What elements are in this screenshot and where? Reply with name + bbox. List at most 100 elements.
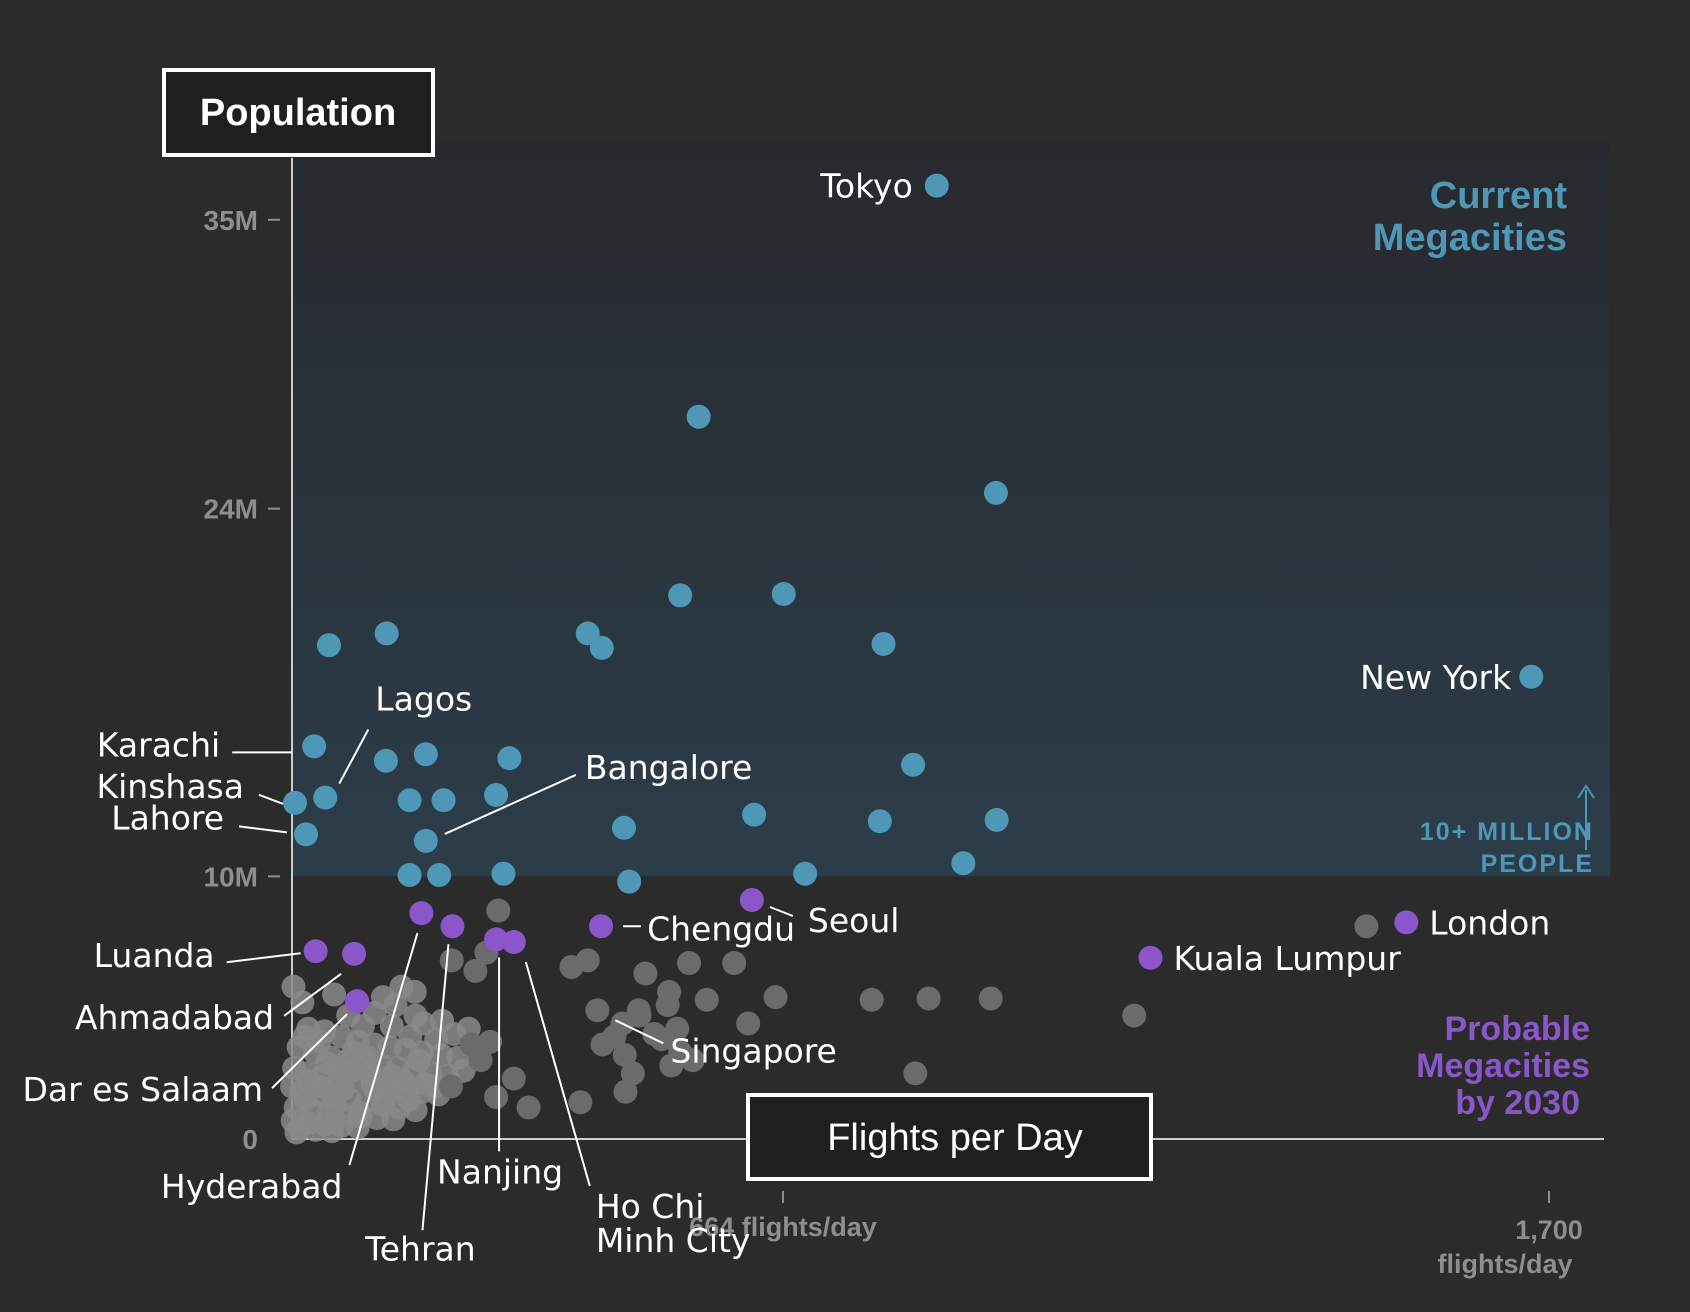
- tokyo-point: [924, 173, 949, 198]
- label-leader-lines: [226, 729, 794, 1231]
- other-point: [463, 958, 488, 983]
- current-point: [427, 863, 452, 888]
- current-point: [793, 861, 818, 886]
- other-point: [468, 1048, 493, 1073]
- current-point: [374, 621, 399, 646]
- city-label-lahore: Lahore: [111, 798, 224, 837]
- current-annotation-line1: Current: [1430, 175, 1568, 217]
- other_dense-point: [396, 1087, 421, 1112]
- city-label-dar-es-salaam: Dar es Salaam: [22, 1070, 263, 1109]
- new-york-point: [1519, 664, 1544, 689]
- lagos-point: [313, 785, 338, 810]
- leader-line: [338, 729, 370, 785]
- current-point: [871, 631, 896, 656]
- other-point: [575, 948, 600, 973]
- other-point: [1122, 1003, 1147, 1028]
- city-label-new-york: New York: [1360, 658, 1512, 697]
- city-label-luanda: Luanda: [94, 936, 215, 975]
- other_dense-point: [314, 1050, 339, 1075]
- probable-annotation-line1: Probable: [1445, 1010, 1590, 1048]
- city-label-seoul: Seoul: [808, 901, 900, 940]
- other-point: [439, 948, 464, 973]
- leader-line: [614, 1019, 664, 1045]
- other-point: [978, 986, 1003, 1011]
- other-point: [903, 1061, 928, 1086]
- other-point: [486, 898, 511, 923]
- other-point: [516, 1095, 541, 1120]
- city-label-kuala-lumpur: Kuala Lumpur: [1173, 939, 1401, 978]
- other-point: [655, 993, 680, 1018]
- y-ticks: 35M 24M 10M 0: [204, 205, 280, 1155]
- city-label-ahmadabad: Ahmadabad: [75, 998, 274, 1037]
- current-point: [742, 802, 767, 827]
- leader-line: [421, 944, 450, 1231]
- city-label-singapore: Singapore: [670, 1031, 836, 1070]
- leader-line: [769, 906, 794, 917]
- threshold-label-line2: PEOPLE: [1481, 850, 1594, 878]
- other-point: [642, 1021, 667, 1046]
- other-point: [484, 1084, 509, 1109]
- current-point: [771, 582, 796, 607]
- probable-annotation-line2: Megacities: [1416, 1047, 1590, 1085]
- other-point: [694, 987, 719, 1012]
- leader-line: [238, 825, 288, 834]
- hyderabad-point: [409, 901, 434, 926]
- current-point: [316, 633, 341, 658]
- current-annotation-line2: Megacities: [1373, 217, 1567, 259]
- current-point: [867, 809, 892, 834]
- other-point: [590, 1032, 615, 1057]
- other_dense-point: [331, 1077, 356, 1102]
- y-tick-label: 24M: [204, 494, 258, 525]
- x-tick-label-unit: flights/day: [1437, 1249, 1572, 1279]
- current-point: [497, 746, 522, 771]
- current-point: [617, 869, 642, 894]
- y-tick-label: 35M: [204, 205, 258, 236]
- leader-line: [524, 961, 591, 1187]
- tehran-point: [440, 914, 465, 939]
- city-label-london: London: [1429, 903, 1550, 942]
- x-axis-title: Flights per Day: [746, 1093, 1153, 1181]
- threshold-label-line1: 10+ MILLION: [1420, 818, 1594, 846]
- other_dense-point: [355, 1045, 380, 1070]
- probable-megacities-annotation: Probable Megacities by 2030: [1416, 1010, 1590, 1122]
- x-ticks: 664 flights/day 1,700 flights/day: [689, 1191, 1583, 1279]
- london-point: [1394, 910, 1419, 935]
- other-point: [763, 985, 788, 1010]
- other_dense-point: [407, 1048, 432, 1073]
- city-label-tokyo: Tokyo: [819, 167, 912, 206]
- other-point: [722, 951, 747, 976]
- current-point: [668, 583, 693, 608]
- current-point: [397, 863, 422, 888]
- y-axis-title-box: [162, 68, 435, 157]
- other-point: [612, 1042, 637, 1067]
- other-point: [501, 1066, 526, 1091]
- other-point: [677, 951, 702, 976]
- current-point: [589, 635, 614, 660]
- scatter-points: [280, 173, 1544, 1145]
- other-point: [613, 1079, 638, 1104]
- current-megacities-annotation: Current Megacities: [1373, 175, 1568, 259]
- karachi-point: [302, 734, 327, 759]
- current-point: [413, 742, 438, 767]
- bangalore-point: [413, 828, 438, 853]
- city-label-chengdu: Chengdu: [647, 909, 795, 948]
- city-label-lagos: Lagos: [375, 680, 472, 719]
- threshold-arrow-icon: [1577, 784, 1595, 799]
- other-point: [659, 1053, 684, 1078]
- current-point: [983, 480, 1008, 505]
- probable-annotation-line3: by 2030: [1455, 1084, 1580, 1122]
- city-label-tehran: Tehran: [364, 1229, 475, 1268]
- luanda-point: [303, 939, 328, 964]
- current-point: [901, 752, 926, 777]
- other-point: [859, 987, 884, 1012]
- current-point: [491, 861, 516, 886]
- current-point: [373, 748, 398, 773]
- other_dense-point: [413, 1071, 438, 1096]
- city-label-nanjing: Nanjing: [437, 1152, 563, 1191]
- x-axis-title-text: Flights per Day: [827, 1117, 1083, 1159]
- other-point: [438, 1074, 463, 1099]
- other_dense-point: [284, 1120, 309, 1145]
- current-point: [431, 788, 456, 813]
- other-point: [680, 1048, 705, 1073]
